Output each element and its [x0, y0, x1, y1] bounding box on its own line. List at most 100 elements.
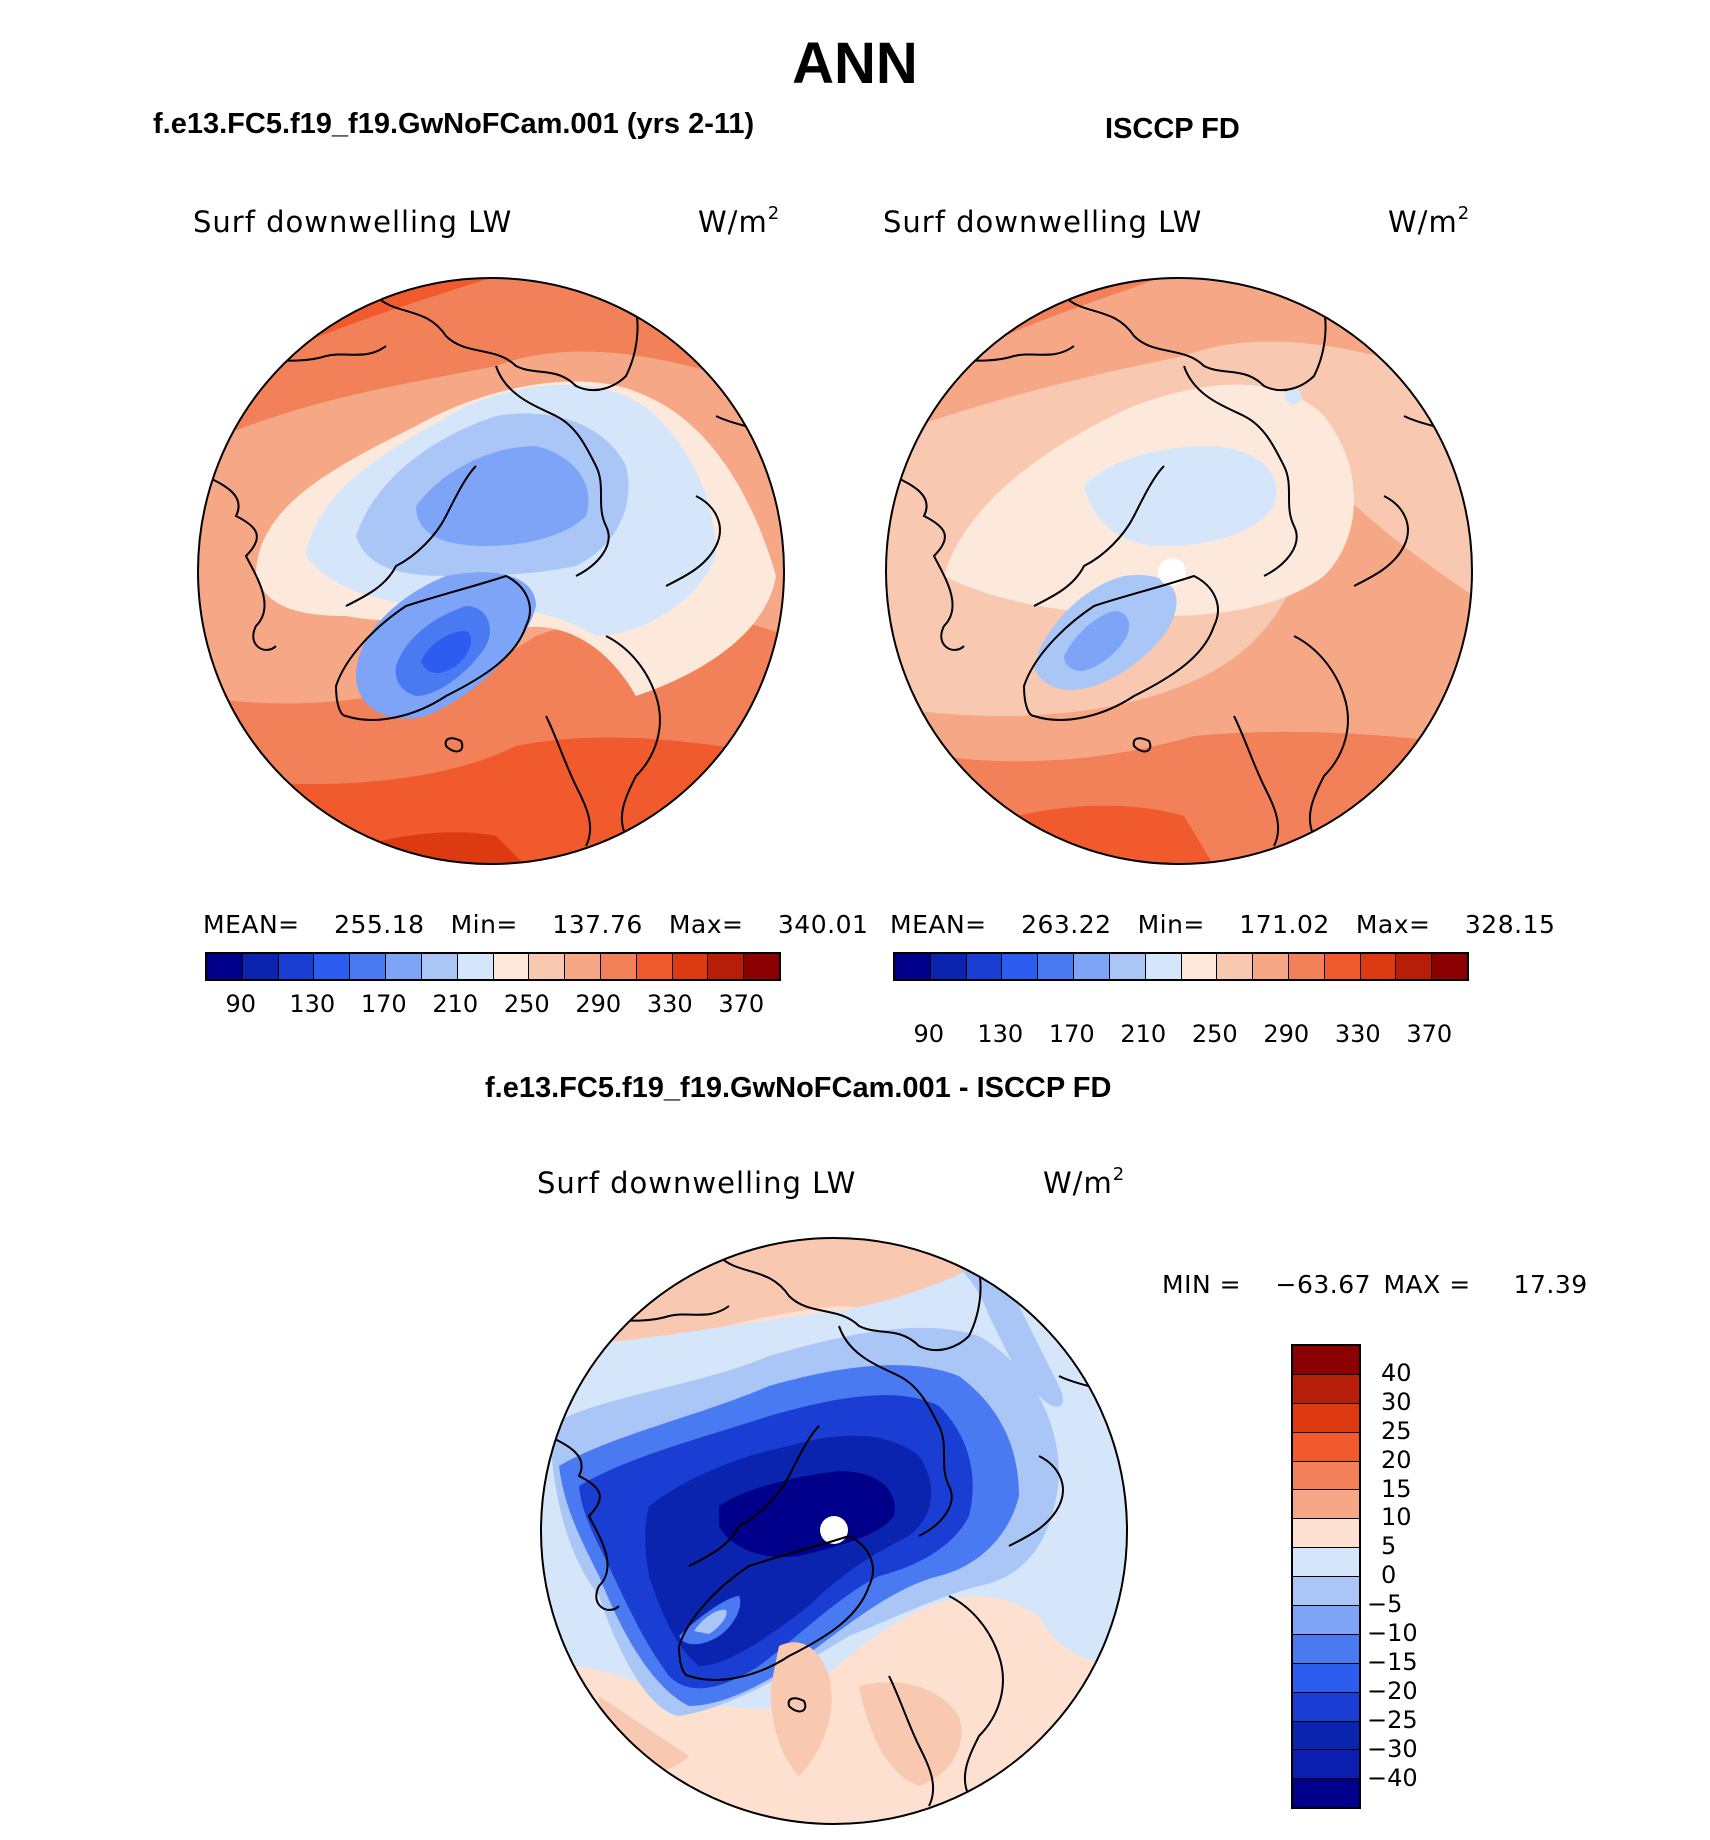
- colorbar-swatch: [1293, 1461, 1359, 1491]
- colorbar-swatch: [1288, 954, 1325, 979]
- colorbar-swatch: [636, 954, 673, 979]
- colorbar-swatch: [386, 954, 422, 979]
- colorbar-swatch: [1074, 954, 1110, 979]
- colorbar-swatch: [1293, 1721, 1359, 1751]
- colorbar-tick-label: 10: [1381, 1503, 1412, 1532]
- colorbar-swatch: [1293, 1692, 1359, 1722]
- colorbar-swatch: [529, 954, 566, 979]
- colorbar-tick-label: 90: [225, 990, 257, 1018]
- colorbar-tick-label: 15: [1381, 1474, 1412, 1503]
- colorbar-swatch: [930, 954, 967, 979]
- colorbar-swatch: [1396, 954, 1433, 979]
- colorbar-swatch: [1293, 1403, 1359, 1433]
- colorbar-tick-label: 5: [1381, 1532, 1397, 1561]
- colorbar-swatch: [1002, 954, 1039, 979]
- diff-panel-variable-label: Surf downwelling LW: [537, 1166, 857, 1200]
- colorbar-tick-label: 170: [1048, 1020, 1095, 1048]
- panel-1-title: f.e13.FC5.f19_f19.GwNoFCam.001 (yrs 2-11…: [153, 108, 755, 140]
- diff-panel-min: MIN = −63.67: [1162, 1270, 1372, 1299]
- panel-1-colorbar: [205, 952, 781, 981]
- colorbar-swatch: [1293, 1519, 1359, 1549]
- diff-panel-units: W/m2: [1043, 1164, 1126, 1200]
- diff-colorbar: [1291, 1344, 1361, 1810]
- colorbar-swatch: [1360, 954, 1397, 979]
- colorbar-swatch: [314, 954, 351, 979]
- colorbar-tick-label: 250: [503, 990, 550, 1018]
- colorbar-tick-label: 290: [1263, 1020, 1310, 1048]
- colorbar-tick-label: −40: [1367, 1763, 1418, 1792]
- colorbar-swatch: [1432, 954, 1467, 979]
- colorbar-tick-label: 25: [1381, 1416, 1412, 1445]
- colorbar-swatch: [744, 954, 779, 979]
- colorbar-tick-label: 370: [1406, 1020, 1453, 1048]
- colorbar-swatch: [1293, 1346, 1359, 1375]
- panel-1-mean: MEAN= 255.18: [203, 910, 425, 939]
- colorbar-swatch: [708, 954, 745, 979]
- panel-1-stats: MEAN= 255.18 Min= 137.76 Max= 340.01: [203, 910, 868, 939]
- colorbar-tick-label: 130: [289, 990, 336, 1018]
- colorbar-tick-label: 330: [1334, 1020, 1381, 1048]
- colorbar-swatch: [1145, 954, 1182, 979]
- panel-2-max: Max= 328.15: [1355, 910, 1556, 939]
- colorbar-tick-label: 130: [977, 1020, 1024, 1048]
- panel-1-max: Max= 340.01: [668, 910, 869, 939]
- colorbar-swatch: [1293, 1577, 1359, 1607]
- colorbar-swatch: [207, 954, 243, 979]
- colorbar-swatch: [1293, 1634, 1359, 1664]
- colorbar-tick-label: 0: [1381, 1561, 1397, 1590]
- colorbar-swatch: [1181, 954, 1218, 979]
- colorbar-swatch: [1293, 1490, 1359, 1520]
- colorbar-swatch: [1217, 954, 1254, 979]
- colorbar-tick-label: 290: [575, 990, 622, 1018]
- panel-1-polar-map: [197, 277, 785, 865]
- colorbar-swatch: [350, 954, 387, 979]
- colorbar-swatch: [1293, 1432, 1359, 1462]
- colorbar-tick-label: 330: [646, 990, 693, 1018]
- diff-colorbar-ticks: 40 30 25 20 15 10 5 0 −5 −10 −15 −20 −25 −30 −40: [1367, 1344, 1487, 1794]
- colorbar-tick-label: −5: [1367, 1590, 1403, 1619]
- panel-2-title: ISCCP FD: [1105, 113, 1240, 145]
- colorbar-tick-label: −15: [1367, 1647, 1418, 1676]
- colorbar-tick-label: 20: [1381, 1445, 1412, 1474]
- panel-2-stats: MEAN= 263.22 Min= 171.02 Max= 328.15: [890, 910, 1555, 939]
- colorbar-swatch: [1324, 954, 1361, 979]
- figure-title: ANN: [792, 31, 918, 96]
- colorbar-swatch: [895, 954, 931, 979]
- colorbar-tick-label: 170: [360, 990, 407, 1018]
- colorbar-swatch: [1293, 1779, 1359, 1808]
- panel-2-units: W/m2: [1388, 203, 1471, 239]
- diff-panel-max: MAX = 17.39: [1383, 1270, 1588, 1299]
- colorbar-swatch: [421, 954, 458, 979]
- panel-2-colorbar: [893, 952, 1469, 981]
- colorbar-swatch: [1038, 954, 1075, 979]
- colorbar-tick-label: −20: [1367, 1676, 1418, 1705]
- panel-1-min: Min= 137.76: [450, 910, 643, 939]
- panel-1-variable-label: Surf downwelling LW: [193, 205, 513, 239]
- colorbar-swatch: [278, 954, 315, 979]
- panel-1-units: W/m2: [698, 203, 781, 239]
- colorbar-swatch: [457, 954, 494, 979]
- colorbar-swatch: [600, 954, 637, 979]
- colorbar-swatch: [672, 954, 709, 979]
- panel-2-polar-map: [885, 277, 1473, 865]
- colorbar-tick-label: 210: [432, 990, 479, 1018]
- panel-2-variable-label: Surf downwelling LW: [883, 205, 1203, 239]
- colorbar-swatch: [1293, 1606, 1359, 1635]
- colorbar-tick-label: 30: [1381, 1387, 1412, 1416]
- colorbar-swatch: [1293, 1750, 1359, 1780]
- colorbar-tick-label: −10: [1367, 1619, 1418, 1647]
- colorbar-swatch: [966, 954, 1003, 979]
- colorbar-swatch: [1253, 954, 1289, 979]
- colorbar-tick-label: 250: [1191, 1020, 1238, 1048]
- diff-panel-title: f.e13.FC5.f19_f19.GwNoFCam.001 - ISCCP F…: [485, 1072, 1112, 1104]
- panel-1-colorbar-ticks: 90 130 170 210 250 290 330 370: [205, 990, 777, 1020]
- colorbar-swatch: [565, 954, 601, 979]
- diff-panel-stats: MIN = −63.67 MAX = 17.39: [1162, 1270, 1588, 1299]
- colorbar-tick-label: −30: [1367, 1734, 1418, 1763]
- colorbar-tick-label: 370: [718, 990, 765, 1018]
- colorbar-swatch: [1293, 1548, 1359, 1578]
- colorbar-swatch: [493, 954, 530, 979]
- panel-2-colorbar-ticks: 90 130 170 210 250 290 330 370: [893, 1020, 1465, 1050]
- colorbar-swatch: [1109, 954, 1146, 979]
- panel-2-min: Min= 171.02: [1137, 910, 1330, 939]
